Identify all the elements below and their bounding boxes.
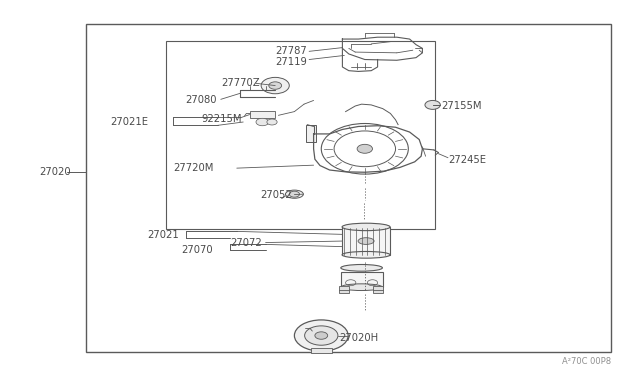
Bar [250, 111, 275, 118]
Ellipse shape [358, 238, 374, 244]
Ellipse shape [340, 264, 383, 271]
Text: 27155M: 27155M [442, 101, 482, 110]
Bar [86, 24, 611, 352]
Text: 27021: 27021 [147, 230, 179, 240]
Circle shape [294, 320, 348, 351]
Text: 27020: 27020 [40, 167, 71, 177]
Text: 27119: 27119 [275, 58, 307, 67]
Ellipse shape [342, 251, 390, 258]
Bar [166, 41, 435, 229]
Circle shape [289, 191, 300, 197]
Bar [311, 348, 332, 353]
Circle shape [267, 119, 277, 125]
Bar [342, 227, 390, 255]
Circle shape [357, 144, 372, 153]
Circle shape [256, 118, 269, 126]
Text: 27020H: 27020H [339, 333, 378, 343]
Text: 27021E: 27021E [111, 117, 148, 126]
Circle shape [315, 332, 328, 339]
Text: 27052: 27052 [260, 190, 292, 200]
Circle shape [269, 82, 282, 89]
Circle shape [425, 100, 440, 109]
Ellipse shape [340, 284, 383, 291]
Circle shape [305, 326, 338, 345]
Bar [341, 272, 383, 287]
Text: 27245E: 27245E [448, 155, 486, 165]
Text: 92215M: 92215M [202, 114, 242, 124]
Text: 27720M: 27720M [173, 163, 213, 173]
Text: 27787: 27787 [275, 46, 307, 56]
Bar [373, 286, 383, 293]
Text: 27072: 27072 [230, 238, 262, 247]
Text: A²70C 00P8: A²70C 00P8 [562, 357, 611, 366]
Ellipse shape [342, 223, 390, 231]
Bar [306, 125, 316, 142]
Text: 27080: 27080 [186, 96, 217, 105]
Text: 27070: 27070 [181, 245, 212, 255]
Circle shape [261, 77, 289, 94]
Bar [339, 286, 349, 293]
Text: 27770Z: 27770Z [221, 78, 259, 88]
Ellipse shape [285, 190, 303, 198]
